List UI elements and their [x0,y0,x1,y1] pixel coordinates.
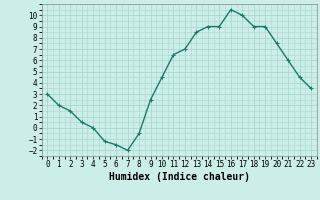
X-axis label: Humidex (Indice chaleur): Humidex (Indice chaleur) [109,172,250,182]
